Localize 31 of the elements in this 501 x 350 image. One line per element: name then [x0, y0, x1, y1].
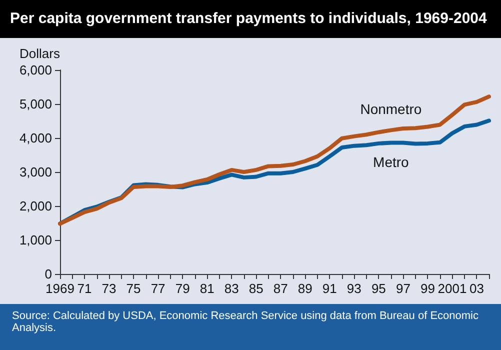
x-tick-label: 85 [248, 281, 264, 296]
x-tick-label: 75 [126, 281, 141, 296]
x-tick-label: 83 [224, 281, 239, 296]
y-tick-label: 3,000 [19, 164, 52, 180]
y-tick-label: 0 [44, 266, 52, 282]
x-tick-label: 73 [102, 281, 116, 296]
x-tick-label: 99 [420, 281, 435, 296]
y-tick-label: 5,000 [19, 96, 52, 112]
y-axis-title: Dollars [20, 46, 60, 61]
x-tick-label: 97 [396, 281, 410, 296]
x-tick-label: 87 [273, 281, 288, 296]
y-tick-label: 4,000 [19, 130, 52, 146]
x-tick-label: 03 [470, 281, 484, 296]
x-tick-label: 79 [175, 281, 190, 296]
y-tick-label: 1,000 [19, 232, 52, 248]
x-tick-label: 93 [346, 281, 362, 296]
series-label: Metro [373, 154, 410, 170]
x-tick-label: 91 [322, 281, 337, 296]
x-tick-label: 2001 [438, 281, 467, 296]
y-tick-label: 6,000 [19, 62, 52, 78]
x-tick-label: 81 [200, 281, 214, 296]
y-tick-label: 2,000 [19, 198, 52, 214]
x-tick-label: 77 [150, 281, 166, 296]
chart-title: Per capita government transfer payments to individuals, 1969-2004 [0, 0, 501, 38]
x-tick-label: 89 [298, 281, 312, 296]
line-series [58, 94, 491, 226]
x-tick-label: 95 [371, 281, 386, 296]
x-tick-label: 71 [77, 281, 92, 296]
x-tick-label: 1969 [46, 281, 74, 296]
source-note: Source: Calculated by USDA, Economic Research Service using data from Bureau of Economic Analysis. [12, 310, 480, 334]
series-label: Nonmetro [360, 101, 422, 118]
